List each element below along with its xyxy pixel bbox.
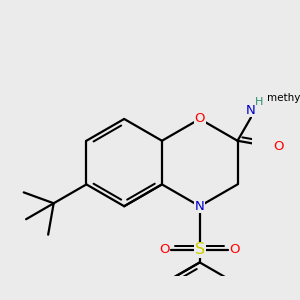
Text: methyl: methyl <box>267 93 300 103</box>
Text: O: O <box>274 140 284 153</box>
Text: N: N <box>246 104 256 117</box>
Text: H: H <box>255 97 263 107</box>
Text: O: O <box>159 243 170 256</box>
Text: O: O <box>194 112 205 125</box>
Text: O: O <box>230 243 240 256</box>
Text: N: N <box>195 200 205 213</box>
Text: S: S <box>195 242 205 257</box>
